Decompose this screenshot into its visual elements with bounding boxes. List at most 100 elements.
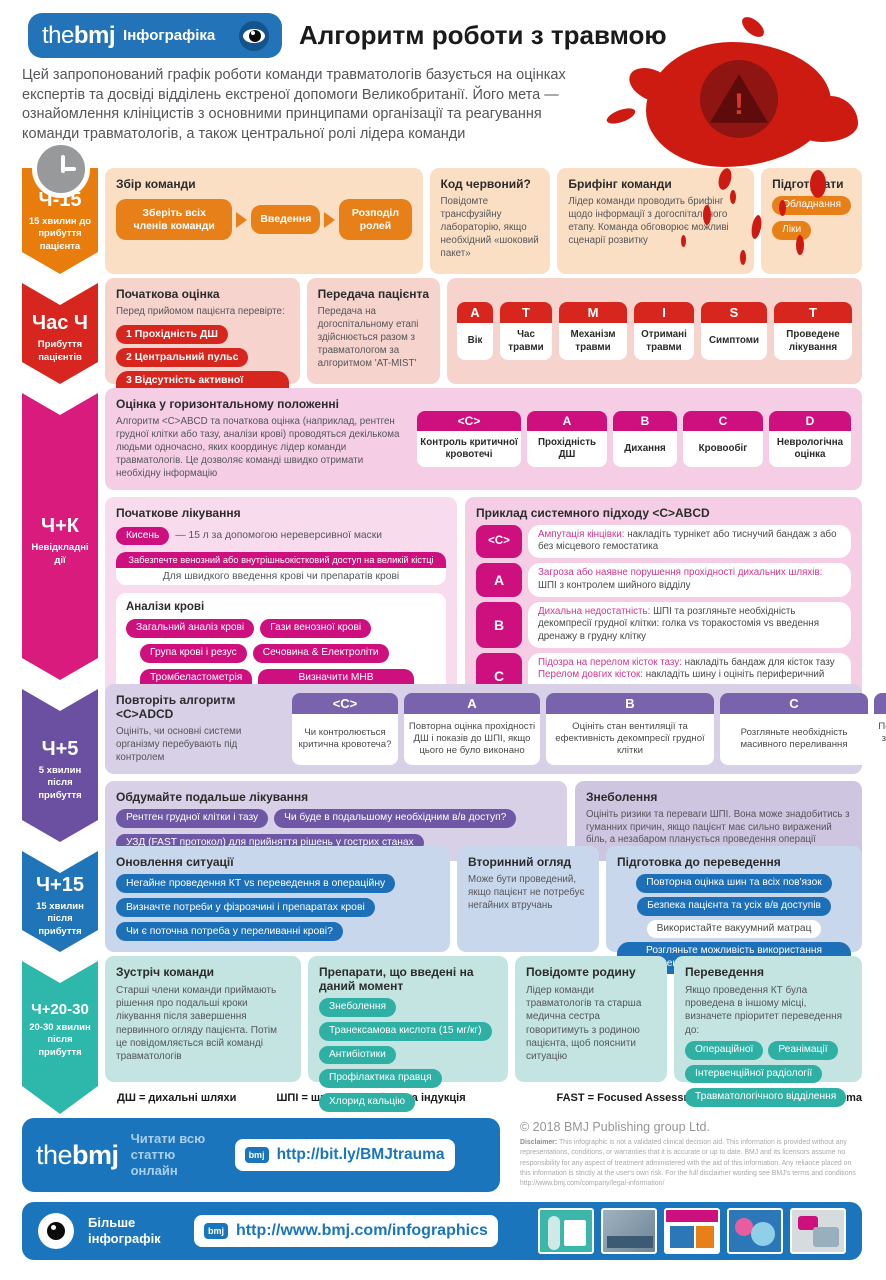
timeline-label: Ч+К bbox=[41, 515, 79, 538]
arrow-right-icon bbox=[324, 211, 336, 228]
box-title: Препарати, що введені на даний момент bbox=[319, 965, 474, 993]
systemic-letter-badge: <C> bbox=[476, 524, 522, 559]
row-plus-15: Ч+15 15 хвилин після прибуття Оновлення … bbox=[22, 846, 862, 974]
article-url[interactable]: http://bit.ly/BMJtrauma bbox=[276, 1146, 445, 1163]
oxygen-pill: Кисень bbox=[116, 526, 170, 546]
atmist-card: M Механізм травми bbox=[559, 302, 627, 360]
read-article-bar[interactable]: thebmj Читати всю статтю онлайн bmj http… bbox=[22, 1118, 500, 1192]
card-label: Оцініть стан вентиляції та ефективність … bbox=[555, 721, 705, 757]
box-title: Повторіть алгоритм <C>ADCD bbox=[116, 693, 236, 721]
disclaimer-text: Disclaimer: This infographic is not a va… bbox=[520, 1139, 856, 1188]
timeline-label: Ч+5 bbox=[41, 737, 79, 760]
card-letter: B bbox=[546, 693, 714, 714]
infographic-thumbnail[interactable] bbox=[790, 1208, 846, 1254]
systemic-lead: Перелом довгих кісток: bbox=[538, 669, 644, 681]
systemic-letter-badge: A bbox=[476, 563, 522, 597]
infographic-thumbnail[interactable] bbox=[664, 1208, 720, 1254]
timeline-chevron-plus-20-30: Ч+20-30 20-30 хвилин після прибуття bbox=[22, 956, 98, 1114]
transfer-pill: Операційної bbox=[685, 1040, 764, 1060]
card-label: Симптоми bbox=[708, 335, 760, 347]
infographic-thumbnails bbox=[538, 1208, 846, 1254]
box-title: Вторинний огляд bbox=[468, 855, 572, 869]
cabcd-card: B Дихання bbox=[613, 410, 677, 468]
code-red-box: Код червоний? Повідомте трансфузійну лаб… bbox=[429, 168, 551, 274]
read-article-label: Читати всю статтю онлайн bbox=[130, 1130, 206, 1179]
transfer-prep-pill: Повторна оцінка шин та всіх пов'язок bbox=[636, 874, 832, 893]
systemic-lead: Підозра на перелом кісток тазу: bbox=[538, 656, 682, 668]
bmj-logo-pill[interactable]: thebmj Інфографіка bbox=[28, 13, 282, 58]
atmist-card: T Час травми bbox=[500, 302, 552, 360]
timeline-sublabel: Невідкладні дії bbox=[31, 542, 89, 566]
systemic-row: A Загроза або наявне порушення прохіднос… bbox=[476, 563, 851, 597]
drug-pill: Транексамова кислота (15 мг/кг) bbox=[319, 1021, 492, 1041]
treatment-pill: Рентген грудної клітки і тазу bbox=[116, 808, 269, 828]
systemic-lead: Дихальна недостатність: bbox=[538, 605, 651, 617]
infographics-url-box[interactable]: bmj http://www.bmj.com/infographics bbox=[194, 1215, 498, 1247]
box-text: Лідер команди проводить брифінг щодо інф… bbox=[568, 196, 729, 246]
infographics-url[interactable]: http://www.bmj.com/infographics bbox=[236, 1222, 488, 1239]
row-t-minus-15: Ч-15 15 хвилин до прибуття пацієнта Збір… bbox=[22, 168, 862, 274]
card-label: Контроль критичної кровотечі bbox=[420, 436, 518, 460]
access-subtext: Для швидкого введення крові чи препараті… bbox=[116, 568, 446, 586]
update-pill: Чи є поточна потреба у переливанні крові… bbox=[116, 922, 343, 941]
systemic-rest: ШПІ та розгляньте необхідність декомпрес… bbox=[538, 605, 820, 643]
atmist-card: T Проведене лікування bbox=[774, 302, 852, 360]
box-text: Може бути проведений, якщо пацієнт не по… bbox=[468, 874, 585, 911]
more-infographics-bar[interactable]: Більше інфографік bmj http://www.bmj.com… bbox=[22, 1202, 862, 1260]
card-letter: D bbox=[769, 410, 851, 431]
card-letter: A bbox=[527, 410, 607, 431]
transfer-preparation-box: Підготовка до переведення Повторна оцінк… bbox=[606, 846, 862, 974]
drug-pill: Хлорид кальцію bbox=[319, 1093, 415, 1112]
atmist-card: I Отримані травми bbox=[634, 302, 694, 360]
step-pill: Розподіл ролей bbox=[339, 199, 412, 241]
initial-assessment-box: Початкова оцінка Перед прийомом пацієнта… bbox=[105, 278, 300, 404]
secondary-survey-box: Вторинний огляд Може бути проведений, як… bbox=[457, 846, 599, 952]
card-letter: B bbox=[613, 410, 677, 431]
systemic-lead: Загроза або наявне порушення прохідності… bbox=[538, 567, 823, 579]
blood-test-pill: Загальний аналіз крові bbox=[126, 619, 255, 639]
transfer-box: Переведення Якщо проведення КТ була пров… bbox=[674, 956, 862, 1107]
timeline-sublabel: 5 хвилин після прибуття bbox=[38, 764, 82, 801]
article-url-box[interactable]: bmj http://bit.ly/BMJtrauma bbox=[234, 1139, 455, 1171]
card-label: Повторна оцінка прохідності ДШ і показів… bbox=[408, 721, 536, 757]
timeline-chevron-plus-15: Ч+15 15 хвилин після прибуття bbox=[22, 846, 98, 952]
card-label: Повторна оцінка за школою ком Глазго bbox=[878, 721, 886, 745]
card-letter: <C> bbox=[292, 693, 398, 714]
cabcd-card: C Кровообіг bbox=[683, 410, 763, 468]
disclaimer-label: Disclaimer: bbox=[520, 1139, 558, 1146]
infographics-eye-icon bbox=[38, 1213, 74, 1249]
cabcd-card: <C> Контроль критичної кровотечі bbox=[417, 410, 521, 468]
cabcd-card: A Прохідність ДШ bbox=[527, 410, 607, 468]
transfer-pill: Інтервенційної радіології bbox=[685, 1064, 823, 1084]
box-title: Початкове лікування bbox=[116, 505, 241, 520]
infographic-thumbnail[interactable] bbox=[538, 1208, 594, 1254]
intro-text: Цей запропонований графік роботи команди… bbox=[22, 67, 566, 143]
legend-item: ДШ = дихальні шляхи bbox=[117, 1092, 237, 1104]
card-label: Розгляньте необхідність масивного перели… bbox=[740, 727, 848, 751]
atmist-card: S Симптоми bbox=[701, 302, 767, 360]
card-label: Отримані травми bbox=[641, 329, 687, 353]
card-letter: S bbox=[701, 302, 767, 324]
infographic-thumbnail[interactable] bbox=[727, 1208, 783, 1254]
oxygen-text: — 15 л за допомогою нереверсивної маски bbox=[175, 530, 383, 542]
horizontal-assessment-box: Оцінка у горизонтальному положенні Алгор… bbox=[105, 388, 862, 490]
prepare-box: Підготувати Обладнання Ліки bbox=[761, 168, 862, 274]
box-title: Підготовка до переведення bbox=[617, 855, 781, 869]
box-title: Брифінг команди bbox=[568, 177, 672, 191]
bmj-logo: thebmj bbox=[36, 1139, 119, 1170]
box-title: Переведення bbox=[685, 965, 764, 979]
card-letter: I bbox=[634, 302, 694, 324]
card-letter: D bbox=[874, 693, 886, 714]
box-text: Старші члени команди приймають рішення п… bbox=[116, 985, 278, 1062]
box-text: Повідомте трансфузійну лабораторію, якщо… bbox=[440, 196, 539, 259]
infographic-thumbnail[interactable] bbox=[601, 1208, 657, 1254]
card-letter: A bbox=[457, 302, 493, 324]
article-footer: thebmj Читати всю статтю онлайн bmj http… bbox=[22, 1118, 862, 1192]
treatment-pill: Чи буде в подальшому необхідним в/в дост… bbox=[274, 808, 517, 828]
drug-pill: Знеболення bbox=[319, 998, 396, 1017]
box-title: Повідомте родину bbox=[526, 965, 636, 979]
card-label: Неврологічна оцінка bbox=[776, 436, 844, 460]
access-bar: Забезпечте венозний або внутрішньокістко… bbox=[116, 552, 446, 569]
team-briefing-box: Брифінг команди Лідер команди проводить … bbox=[557, 168, 755, 274]
